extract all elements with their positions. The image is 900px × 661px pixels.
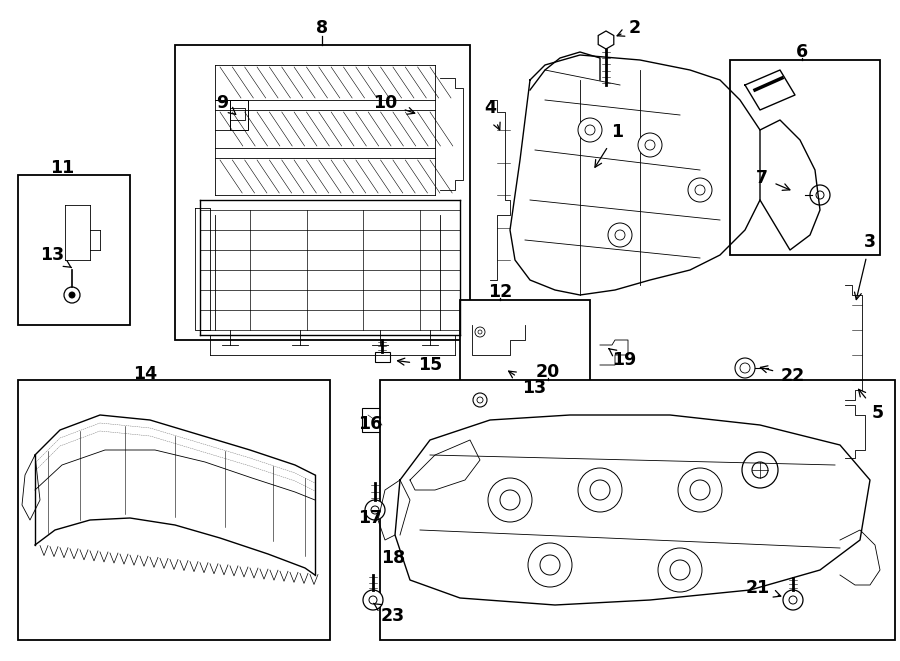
Circle shape bbox=[752, 462, 768, 478]
Bar bbox=[230, 100, 248, 130]
Circle shape bbox=[658, 548, 702, 592]
Circle shape bbox=[478, 330, 482, 334]
Circle shape bbox=[690, 480, 710, 500]
Circle shape bbox=[363, 590, 383, 610]
Circle shape bbox=[742, 452, 778, 488]
Circle shape bbox=[608, 223, 632, 247]
Circle shape bbox=[528, 543, 572, 587]
Circle shape bbox=[590, 480, 610, 500]
Text: 9: 9 bbox=[216, 94, 236, 114]
Bar bbox=[175, 45, 470, 340]
Bar bbox=[18, 175, 130, 325]
Polygon shape bbox=[598, 31, 614, 49]
Circle shape bbox=[578, 118, 602, 142]
Text: 15: 15 bbox=[398, 356, 442, 374]
Bar bbox=[362, 408, 388, 432]
Circle shape bbox=[783, 590, 803, 610]
Text: 20: 20 bbox=[536, 363, 560, 381]
Circle shape bbox=[475, 327, 485, 337]
Text: 19: 19 bbox=[608, 348, 636, 369]
Bar bbox=[730, 60, 880, 255]
Circle shape bbox=[369, 596, 377, 604]
Circle shape bbox=[810, 185, 830, 205]
Text: 13: 13 bbox=[40, 246, 72, 268]
Text: 2: 2 bbox=[617, 19, 641, 37]
Text: 22: 22 bbox=[760, 366, 806, 385]
Circle shape bbox=[371, 506, 379, 514]
Bar bbox=[375, 352, 390, 362]
Circle shape bbox=[695, 185, 705, 195]
Bar bbox=[390, 548, 440, 568]
Text: 5: 5 bbox=[859, 389, 884, 422]
Circle shape bbox=[488, 478, 532, 522]
Circle shape bbox=[64, 287, 80, 303]
Text: 7: 7 bbox=[756, 169, 790, 190]
Text: 23: 23 bbox=[374, 603, 405, 625]
Text: 1: 1 bbox=[595, 123, 623, 167]
Text: 18: 18 bbox=[381, 549, 405, 567]
Circle shape bbox=[585, 125, 595, 135]
Text: 10: 10 bbox=[373, 94, 415, 114]
Circle shape bbox=[473, 393, 487, 407]
Circle shape bbox=[816, 191, 824, 199]
Bar bbox=[460, 300, 590, 420]
Text: 16: 16 bbox=[358, 415, 382, 433]
Circle shape bbox=[615, 230, 625, 240]
Bar bbox=[18, 380, 330, 640]
Circle shape bbox=[789, 596, 797, 604]
Text: 13: 13 bbox=[508, 371, 546, 397]
Text: 11: 11 bbox=[50, 159, 74, 177]
Text: 17: 17 bbox=[358, 509, 382, 527]
Circle shape bbox=[540, 555, 560, 575]
Circle shape bbox=[678, 468, 722, 512]
Circle shape bbox=[735, 358, 755, 378]
Text: 14: 14 bbox=[133, 365, 158, 383]
Circle shape bbox=[500, 490, 520, 510]
Bar bbox=[380, 380, 895, 640]
Circle shape bbox=[69, 292, 75, 298]
Circle shape bbox=[477, 397, 483, 403]
Text: 6: 6 bbox=[796, 43, 808, 61]
Circle shape bbox=[740, 363, 750, 373]
Circle shape bbox=[670, 560, 690, 580]
Circle shape bbox=[365, 500, 385, 520]
Circle shape bbox=[688, 178, 712, 202]
Circle shape bbox=[645, 140, 655, 150]
Text: 12: 12 bbox=[488, 283, 512, 301]
Text: 8: 8 bbox=[316, 19, 328, 37]
Circle shape bbox=[638, 133, 662, 157]
Text: 21: 21 bbox=[746, 579, 781, 597]
Circle shape bbox=[578, 468, 622, 512]
Text: 3: 3 bbox=[854, 233, 876, 299]
Text: 4: 4 bbox=[484, 99, 500, 130]
